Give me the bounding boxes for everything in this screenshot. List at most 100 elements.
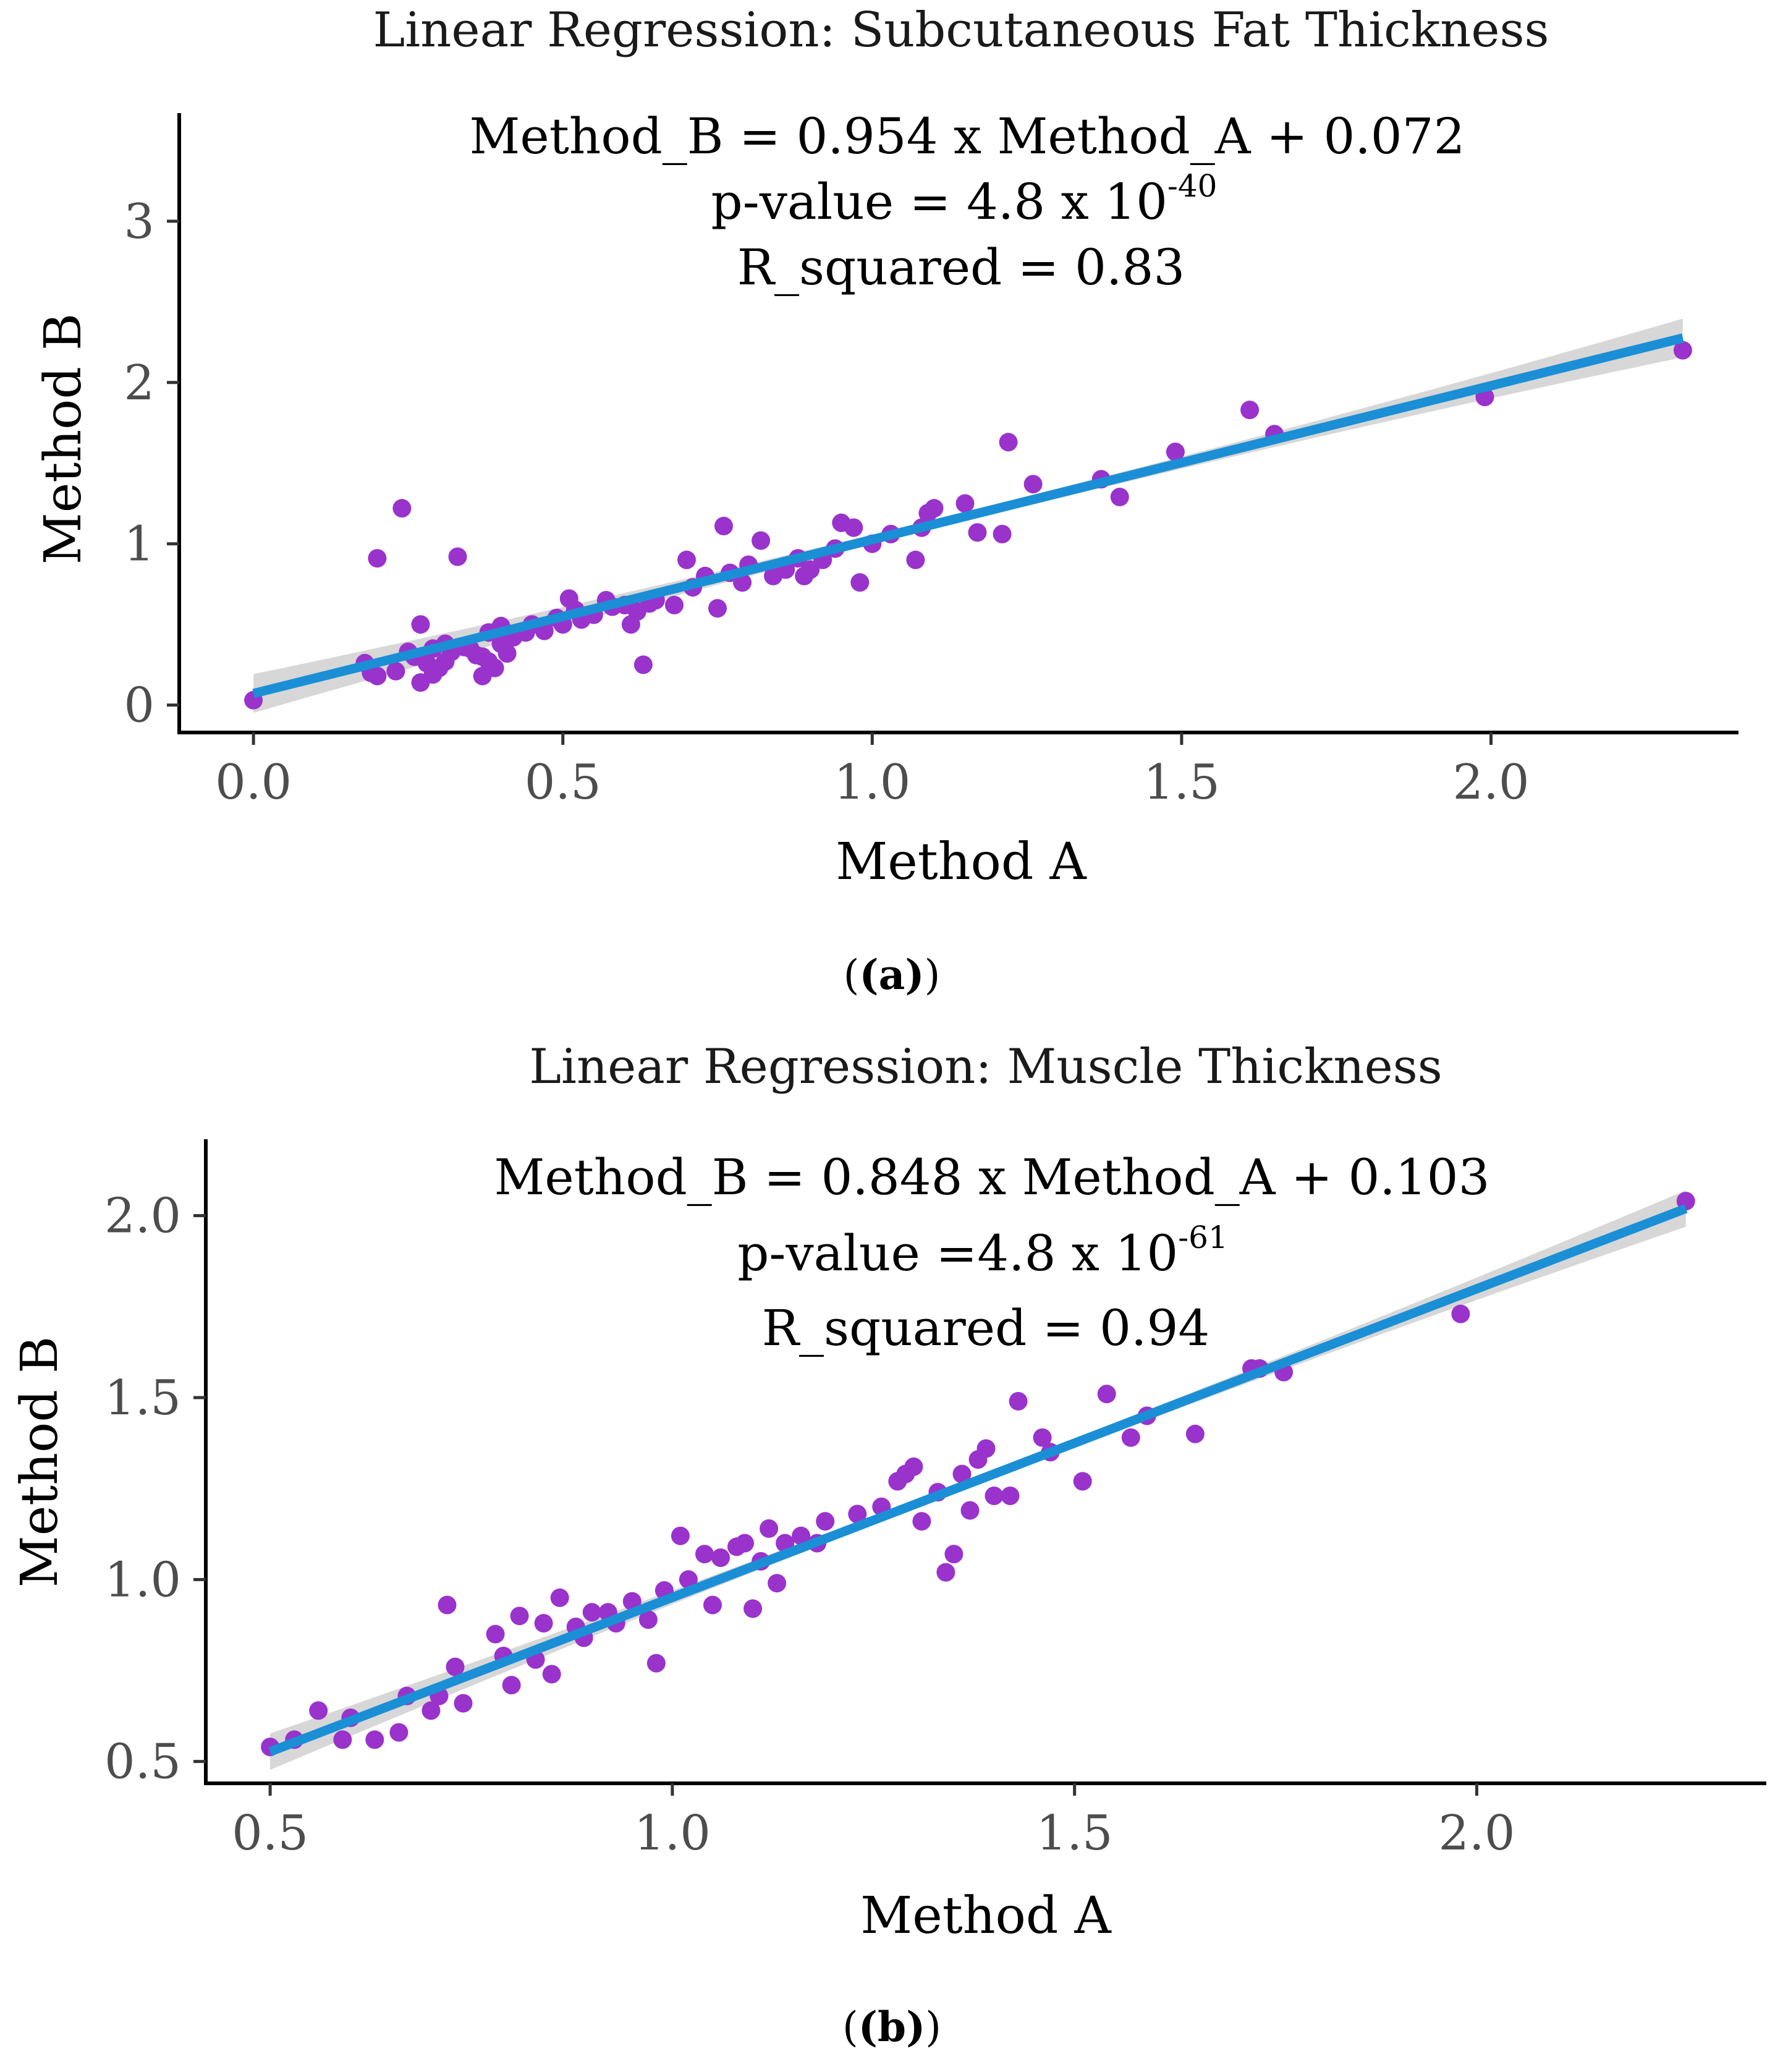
scatter-point: [792, 1526, 811, 1545]
x-tick-label: 0.5: [525, 755, 601, 810]
scatter-point: [1185, 1424, 1205, 1443]
scatter-point: [368, 549, 387, 568]
y-tick-label: 2.0: [104, 1189, 181, 1244]
y-tick-label: 3: [124, 194, 155, 250]
scatter-point: [695, 1545, 714, 1564]
scatter-point: [760, 1519, 779, 1538]
scatter-point: [906, 550, 925, 569]
scatter-point: [392, 499, 412, 518]
scatter-point: [1023, 475, 1043, 494]
scatter-point: [912, 1512, 931, 1531]
scatter-point: [768, 1574, 787, 1593]
scatter-point: [735, 1534, 754, 1553]
scatter-point: [386, 661, 405, 681]
y-axis-label: Method B: [11, 1336, 69, 1587]
scatter-point: [446, 1657, 465, 1676]
scatter-point: [955, 494, 975, 513]
p-value-prefix: p-value = 4.8 x 10: [711, 173, 1167, 231]
axes-group: 0.5 1.0 1.5 2.0 0.5 1.0 1.5 2.0: [104, 1139, 1766, 1861]
scatter-point: [816, 1512, 835, 1531]
scatter-point: [1121, 1428, 1140, 1447]
x-tick-label: 0.0: [215, 755, 292, 810]
panel-a-subcutaneous-fat: Linear Regression: Subcutaneous Fat Thic…: [34, 2, 1739, 999]
scatter-point: [752, 531, 771, 550]
scatter-point: [389, 1723, 409, 1742]
x-tick-label: 1.5: [1143, 755, 1220, 810]
p-value-annotation: p-value =4.8 x 10-61: [737, 1220, 1228, 1282]
y-tick-label: 0.5: [104, 1734, 181, 1790]
scatter-point: [925, 499, 944, 518]
scatter-point: [485, 658, 504, 677]
scatter-point: [1073, 1472, 1092, 1491]
regression-line: [268, 1204, 1688, 1756]
scatter-point: [1110, 488, 1129, 506]
r-squared-annotation: R_squared = 0.83: [737, 239, 1185, 296]
panel-label-a: ((a)): [844, 951, 941, 999]
scatter-point: [365, 1730, 384, 1749]
scatter-point: [671, 1526, 690, 1545]
scatter-point: [850, 573, 870, 592]
scatter-point: [633, 655, 653, 674]
panel-b-muscle-thickness: Linear Regression: Muscle Thickness Meth…: [11, 1039, 1766, 2051]
y-axis-label: Method B: [34, 313, 93, 564]
scatter-point: [534, 1614, 553, 1633]
scatter-point: [665, 595, 684, 614]
scatter-point: [844, 518, 863, 537]
scatter-point: [1033, 1428, 1052, 1447]
scatter-point: [646, 1654, 666, 1673]
scatter-point: [622, 1592, 642, 1611]
p-value-annotation: p-value = 4.8 x 10-40: [711, 168, 1217, 231]
axes-group: 0.0 0.5 1.0 1.5 2.0 0 1 2 3: [124, 113, 1739, 810]
scatter-point: [952, 1464, 972, 1484]
scatter-point: [638, 1610, 658, 1629]
regression-line-group: [268, 1204, 1688, 1756]
regression-line: [252, 333, 1684, 698]
x-tick-label: 0.5: [232, 1806, 308, 1861]
scatter-point: [711, 1548, 730, 1567]
scatter-point: [993, 525, 1012, 543]
scatter-point: [1097, 1385, 1116, 1404]
y-tick-label: 1.5: [104, 1370, 181, 1426]
panel-label-b: ((b)): [842, 2003, 941, 2051]
scatter-point: [743, 1599, 763, 1618]
scatter-point: [679, 1570, 698, 1589]
x-axis-label: Method A: [836, 833, 1087, 891]
scatter-point: [502, 1676, 521, 1695]
scatter-point: [368, 666, 387, 686]
x-tick-label: 1.0: [834, 755, 910, 810]
y-tick-label: 2: [124, 355, 155, 411]
scatter-point: [677, 550, 696, 569]
scatter-point: [309, 1701, 328, 1720]
x-tick-label: 2.0: [1453, 755, 1530, 810]
scatter-point: [708, 599, 727, 618]
scatter-point: [498, 644, 517, 663]
scatter-point: [703, 1595, 722, 1615]
scatter-point: [1240, 401, 1260, 420]
scatter-point: [976, 1439, 996, 1458]
y-tick-label: 1.0: [104, 1552, 181, 1608]
chart-title: Linear Regression: Muscle Thickness: [529, 1039, 1442, 1095]
scatter-point: [960, 1501, 980, 1520]
x-tick-label: 2.0: [1438, 1806, 1515, 1861]
scatter-point: [985, 1486, 1004, 1505]
regression-line-group: [252, 333, 1684, 698]
r-squared-annotation: R_squared = 0.94: [762, 1299, 1210, 1357]
y-tick-label: 1: [124, 517, 155, 572]
scatter-point: [1001, 1486, 1020, 1505]
scatter-point: [486, 1624, 505, 1644]
scatter-point: [582, 1603, 601, 1622]
scatter-point: [411, 615, 430, 634]
scatter-point: [904, 1457, 923, 1476]
scatter-point: [944, 1545, 963, 1564]
p-value-prefix: p-value =4.8 x 10: [737, 1225, 1178, 1282]
x-axis-label: Method A: [860, 1887, 1112, 1945]
x-tick-label: 1.5: [1036, 1806, 1113, 1861]
scatter-point: [1009, 1391, 1028, 1411]
scatter-point: [421, 1701, 441, 1720]
regression-equation: Method_B = 0.954 x Method_A + 0.072: [470, 108, 1465, 165]
scatter-point: [438, 1595, 457, 1615]
scatter-point: [714, 517, 733, 535]
chart-title: Linear Regression: Subcutaneous Fat Thic…: [373, 2, 1549, 58]
scatter-point: [542, 1665, 561, 1684]
